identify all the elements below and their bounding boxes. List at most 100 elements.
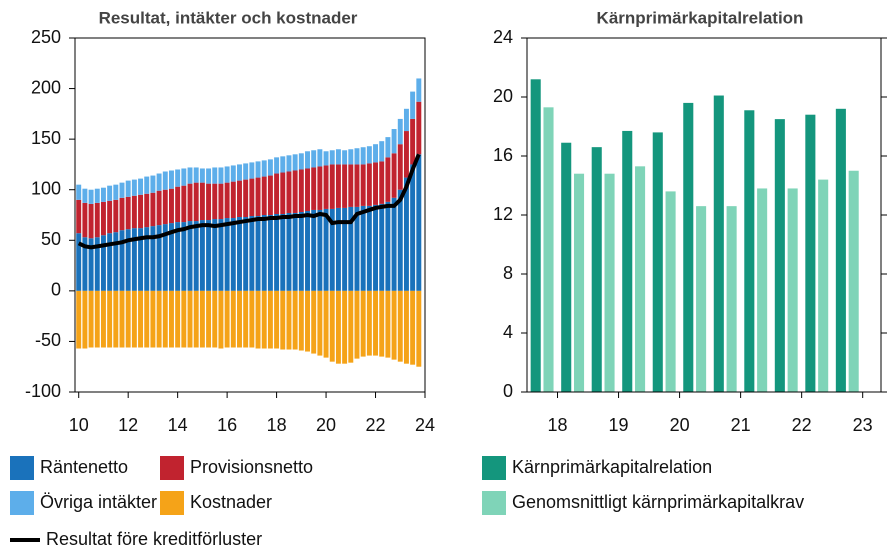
y-tick-label: 150 [31, 128, 61, 148]
bar [76, 199, 82, 234]
bar [298, 211, 304, 291]
y-tick-label: 0 [51, 280, 61, 300]
bar [138, 290, 144, 348]
bar [181, 290, 187, 348]
bar [329, 164, 335, 209]
y-tick-label: -100 [25, 381, 61, 401]
bar [193, 290, 199, 348]
bar [410, 91, 416, 119]
bar [354, 148, 360, 165]
bar [113, 199, 119, 233]
bar [100, 290, 106, 348]
bar [379, 141, 385, 162]
bar [175, 169, 181, 187]
bar [305, 168, 310, 211]
bar [107, 185, 113, 201]
bar [76, 233, 82, 291]
bar [107, 233, 113, 291]
bar [249, 178, 255, 217]
bar [305, 210, 310, 291]
bar [298, 153, 304, 170]
bar [366, 163, 372, 206]
bar [261, 290, 267, 349]
bar [348, 164, 354, 207]
bar [342, 207, 348, 291]
x-tick-label: 16 [217, 415, 237, 435]
bar [230, 218, 236, 291]
bar [403, 131, 409, 178]
bar [342, 164, 348, 208]
bar [94, 202, 100, 238]
bar [88, 189, 94, 204]
bar [366, 290, 372, 356]
bar [280, 290, 286, 350]
bar [280, 172, 286, 214]
bar [317, 166, 323, 210]
bar [230, 290, 236, 348]
bar [237, 164, 242, 181]
bar [107, 290, 113, 348]
bar [305, 151, 310, 169]
bar [373, 162, 379, 205]
bar [635, 166, 646, 392]
line [77, 153, 421, 250]
bar [360, 290, 366, 357]
bar [82, 188, 88, 203]
x-tick-label: 20 [670, 415, 690, 435]
bar [323, 290, 329, 358]
bar [292, 154, 298, 171]
bar [150, 192, 156, 227]
bar [94, 237, 100, 291]
bar [261, 160, 267, 177]
bar [360, 205, 366, 291]
bar [187, 167, 193, 184]
x-tick-label: 22 [792, 415, 812, 435]
bar [138, 178, 144, 195]
bar [76, 290, 82, 349]
bar [385, 201, 391, 291]
bar [206, 168, 212, 184]
bar [280, 156, 286, 173]
bar [150, 226, 156, 291]
bar [286, 155, 292, 172]
bar [82, 202, 88, 238]
bar [175, 222, 181, 291]
bar [237, 290, 242, 348]
chart-title: Kärnprimärkapitalrelation [597, 8, 804, 27]
bar [348, 149, 354, 165]
bar [193, 182, 199, 222]
bar [144, 193, 150, 228]
bar [218, 219, 224, 291]
bar [342, 290, 348, 364]
bar [543, 107, 554, 392]
bar [274, 173, 280, 214]
plot-frame [74, 37, 426, 393]
bar [199, 168, 205, 183]
bar [317, 290, 323, 356]
bar [199, 182, 205, 221]
y-tick-label: 250 [31, 27, 61, 47]
bar [267, 290, 273, 349]
x-tick-label: 12 [118, 415, 138, 435]
bar [162, 224, 168, 291]
bar [280, 213, 286, 291]
bar [113, 232, 119, 291]
bar [573, 173, 585, 392]
bar [119, 197, 125, 231]
bar [119, 290, 125, 348]
bar [168, 290, 174, 348]
legend-label: Provisionsnetto [190, 457, 313, 477]
legend-label: Övriga intäkter [40, 492, 157, 512]
bar [162, 171, 168, 190]
bar [125, 290, 131, 348]
bar [224, 218, 230, 291]
bar [261, 176, 267, 215]
bar [193, 167, 199, 183]
bar [311, 209, 317, 291]
bar [348, 206, 354, 291]
bar [696, 206, 707, 392]
bar [274, 157, 280, 174]
bar [604, 173, 615, 392]
bar [206, 220, 212, 291]
